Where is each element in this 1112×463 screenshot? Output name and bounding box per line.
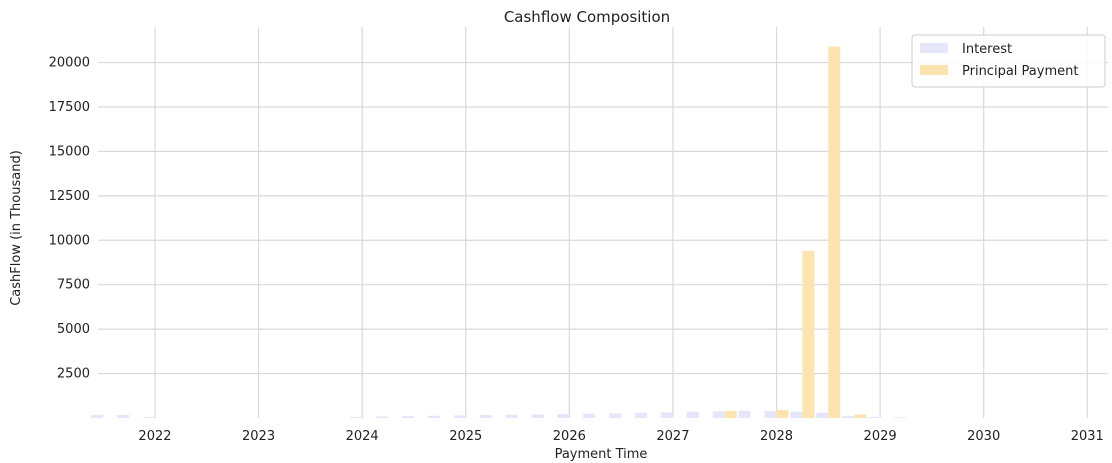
bar-interest [505, 414, 518, 418]
chart-title: Cashflow Composition [504, 8, 670, 26]
y-tick-label: 5000 [57, 322, 90, 337]
x-axis-label: Payment Time [555, 447, 648, 462]
bar-interest [894, 417, 906, 418]
bar-interest [635, 412, 648, 418]
x-tick-label: 2027 [656, 429, 689, 444]
legend: Interest Principal Payment [911, 34, 1106, 88]
x-tick-label: 2022 [138, 429, 171, 444]
bar-interest [479, 414, 492, 418]
y-tick-label: 10000 [49, 233, 90, 248]
bar-interest [712, 411, 725, 418]
bar-interest [531, 414, 544, 418]
legend-label-interest: Interest [962, 42, 1012, 57]
x-tick-label: 2028 [760, 429, 793, 444]
bar-interest [117, 414, 130, 418]
x-tick-label: 2023 [242, 429, 275, 444]
bar-interest [816, 412, 829, 418]
bar-interest [557, 414, 570, 418]
bars [91, 46, 906, 419]
y-tick-label: 7500 [57, 278, 90, 293]
bar-interest [609, 413, 622, 418]
y-tick-label: 20000 [49, 56, 90, 71]
bar-interest [660, 412, 673, 418]
y-tick-label: 12500 [49, 189, 90, 204]
x-tick-label: 2029 [864, 429, 897, 444]
bar-interest [350, 416, 363, 418]
bar-interest [401, 416, 414, 418]
x-tick-label: 2030 [967, 429, 1000, 444]
legend-swatch-interest [920, 43, 948, 53]
x-tick-label: 2025 [449, 429, 482, 444]
bar-interest [738, 410, 751, 418]
y-axis-label: CashFlow (in Thousand) [9, 150, 24, 306]
bar-interest [868, 416, 881, 418]
bar-interest [764, 411, 777, 418]
bar-interest [790, 411, 803, 418]
bar-interest [142, 416, 155, 418]
bar-principal-payment [854, 414, 867, 418]
y-tick-label: 15000 [49, 144, 90, 159]
x-tick-label: 2024 [346, 429, 379, 444]
legend-label-principal-payment: Principal Payment [962, 64, 1078, 79]
legend-swatch-principal-payment [920, 65, 948, 75]
tick-labels: 2022 2023 2024 2025 2026 2027 2028 2029 2030 2031… [49, 56, 1104, 444]
bar-interest [91, 414, 104, 418]
bar-interest [583, 413, 596, 418]
y-tick-label: 2500 [57, 367, 90, 382]
y-tick-label: 17500 [49, 100, 90, 115]
bar-interest [453, 415, 466, 418]
legend-box [911, 34, 1106, 88]
bar-interest [842, 415, 855, 418]
bar-interest [427, 415, 440, 418]
bar-interest [376, 416, 389, 418]
x-tick-label: 2026 [553, 429, 586, 444]
bar-principal-payment [724, 410, 737, 418]
x-tick-label: 2031 [1071, 429, 1104, 444]
grid-lines [98, 27, 1108, 418]
bar-principal-payment [828, 46, 841, 419]
bar-principal-payment [802, 250, 815, 418]
bar-interest [686, 411, 699, 418]
bar-principal-payment [776, 410, 789, 418]
